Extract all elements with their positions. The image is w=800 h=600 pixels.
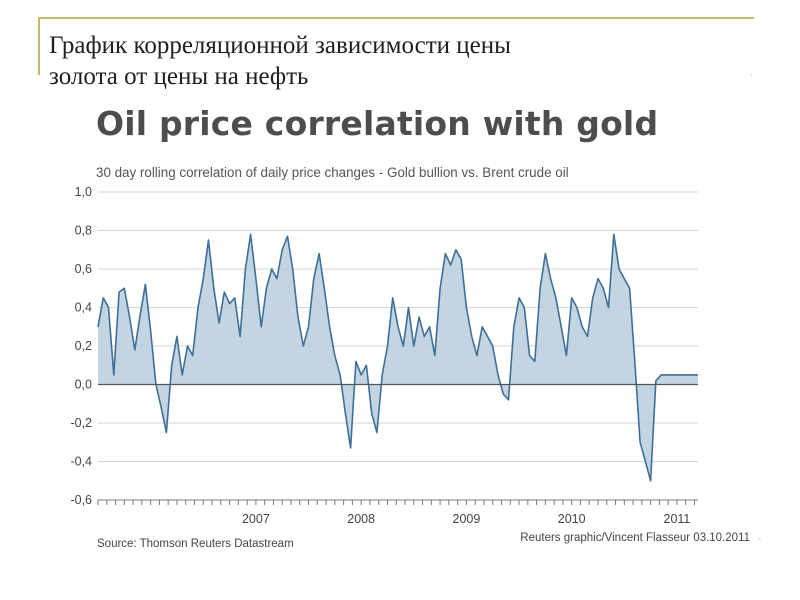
slide-frame-left bbox=[38, 17, 40, 75]
x-tick-label: 2008 bbox=[347, 512, 375, 526]
slide-title: График корреляционной зависимости цены з… bbox=[49, 30, 749, 92]
y-tick-label: 1,0 bbox=[75, 185, 92, 199]
series-line bbox=[97, 233, 698, 482]
y-tick-label: 0,4 bbox=[75, 301, 92, 315]
series-area bbox=[98, 234, 698, 481]
slide-title-line1: График корреляционной зависимости цены bbox=[49, 32, 511, 59]
y-tick-label: -0,4 bbox=[70, 455, 92, 469]
y-tick-label: -0,6 bbox=[70, 493, 92, 507]
y-tick-label: 0,0 bbox=[75, 378, 92, 392]
y-tick-label: -0,2 bbox=[70, 416, 92, 430]
chart-source: Source: Thomson Reuters Datastream bbox=[97, 538, 294, 550]
y-tick-label: 0,8 bbox=[75, 224, 92, 238]
chart-subtitle: 30 day rolling correlation of daily pric… bbox=[96, 165, 569, 180]
y-tick-label: 0,6 bbox=[75, 262, 92, 276]
chart-credit: Reuters graphic/Vincent Flasseur 03.10.2… bbox=[520, 532, 750, 544]
x-tick-label: 2009 bbox=[453, 512, 481, 526]
y-tick-label: 0,2 bbox=[75, 339, 92, 353]
slide-title-line2: золота от цены на нефть bbox=[49, 63, 309, 90]
x-tick-label: 2007 bbox=[242, 512, 270, 526]
slide-frame-top bbox=[38, 17, 754, 19]
x-tick-label: 2011 bbox=[664, 512, 691, 526]
slide-decor-dot: . bbox=[750, 68, 753, 79]
slide-decor-dot: - bbox=[758, 534, 762, 545]
x-tick-label: 2010 bbox=[558, 512, 586, 526]
chart-title: Oil price correlation with gold bbox=[96, 104, 659, 143]
